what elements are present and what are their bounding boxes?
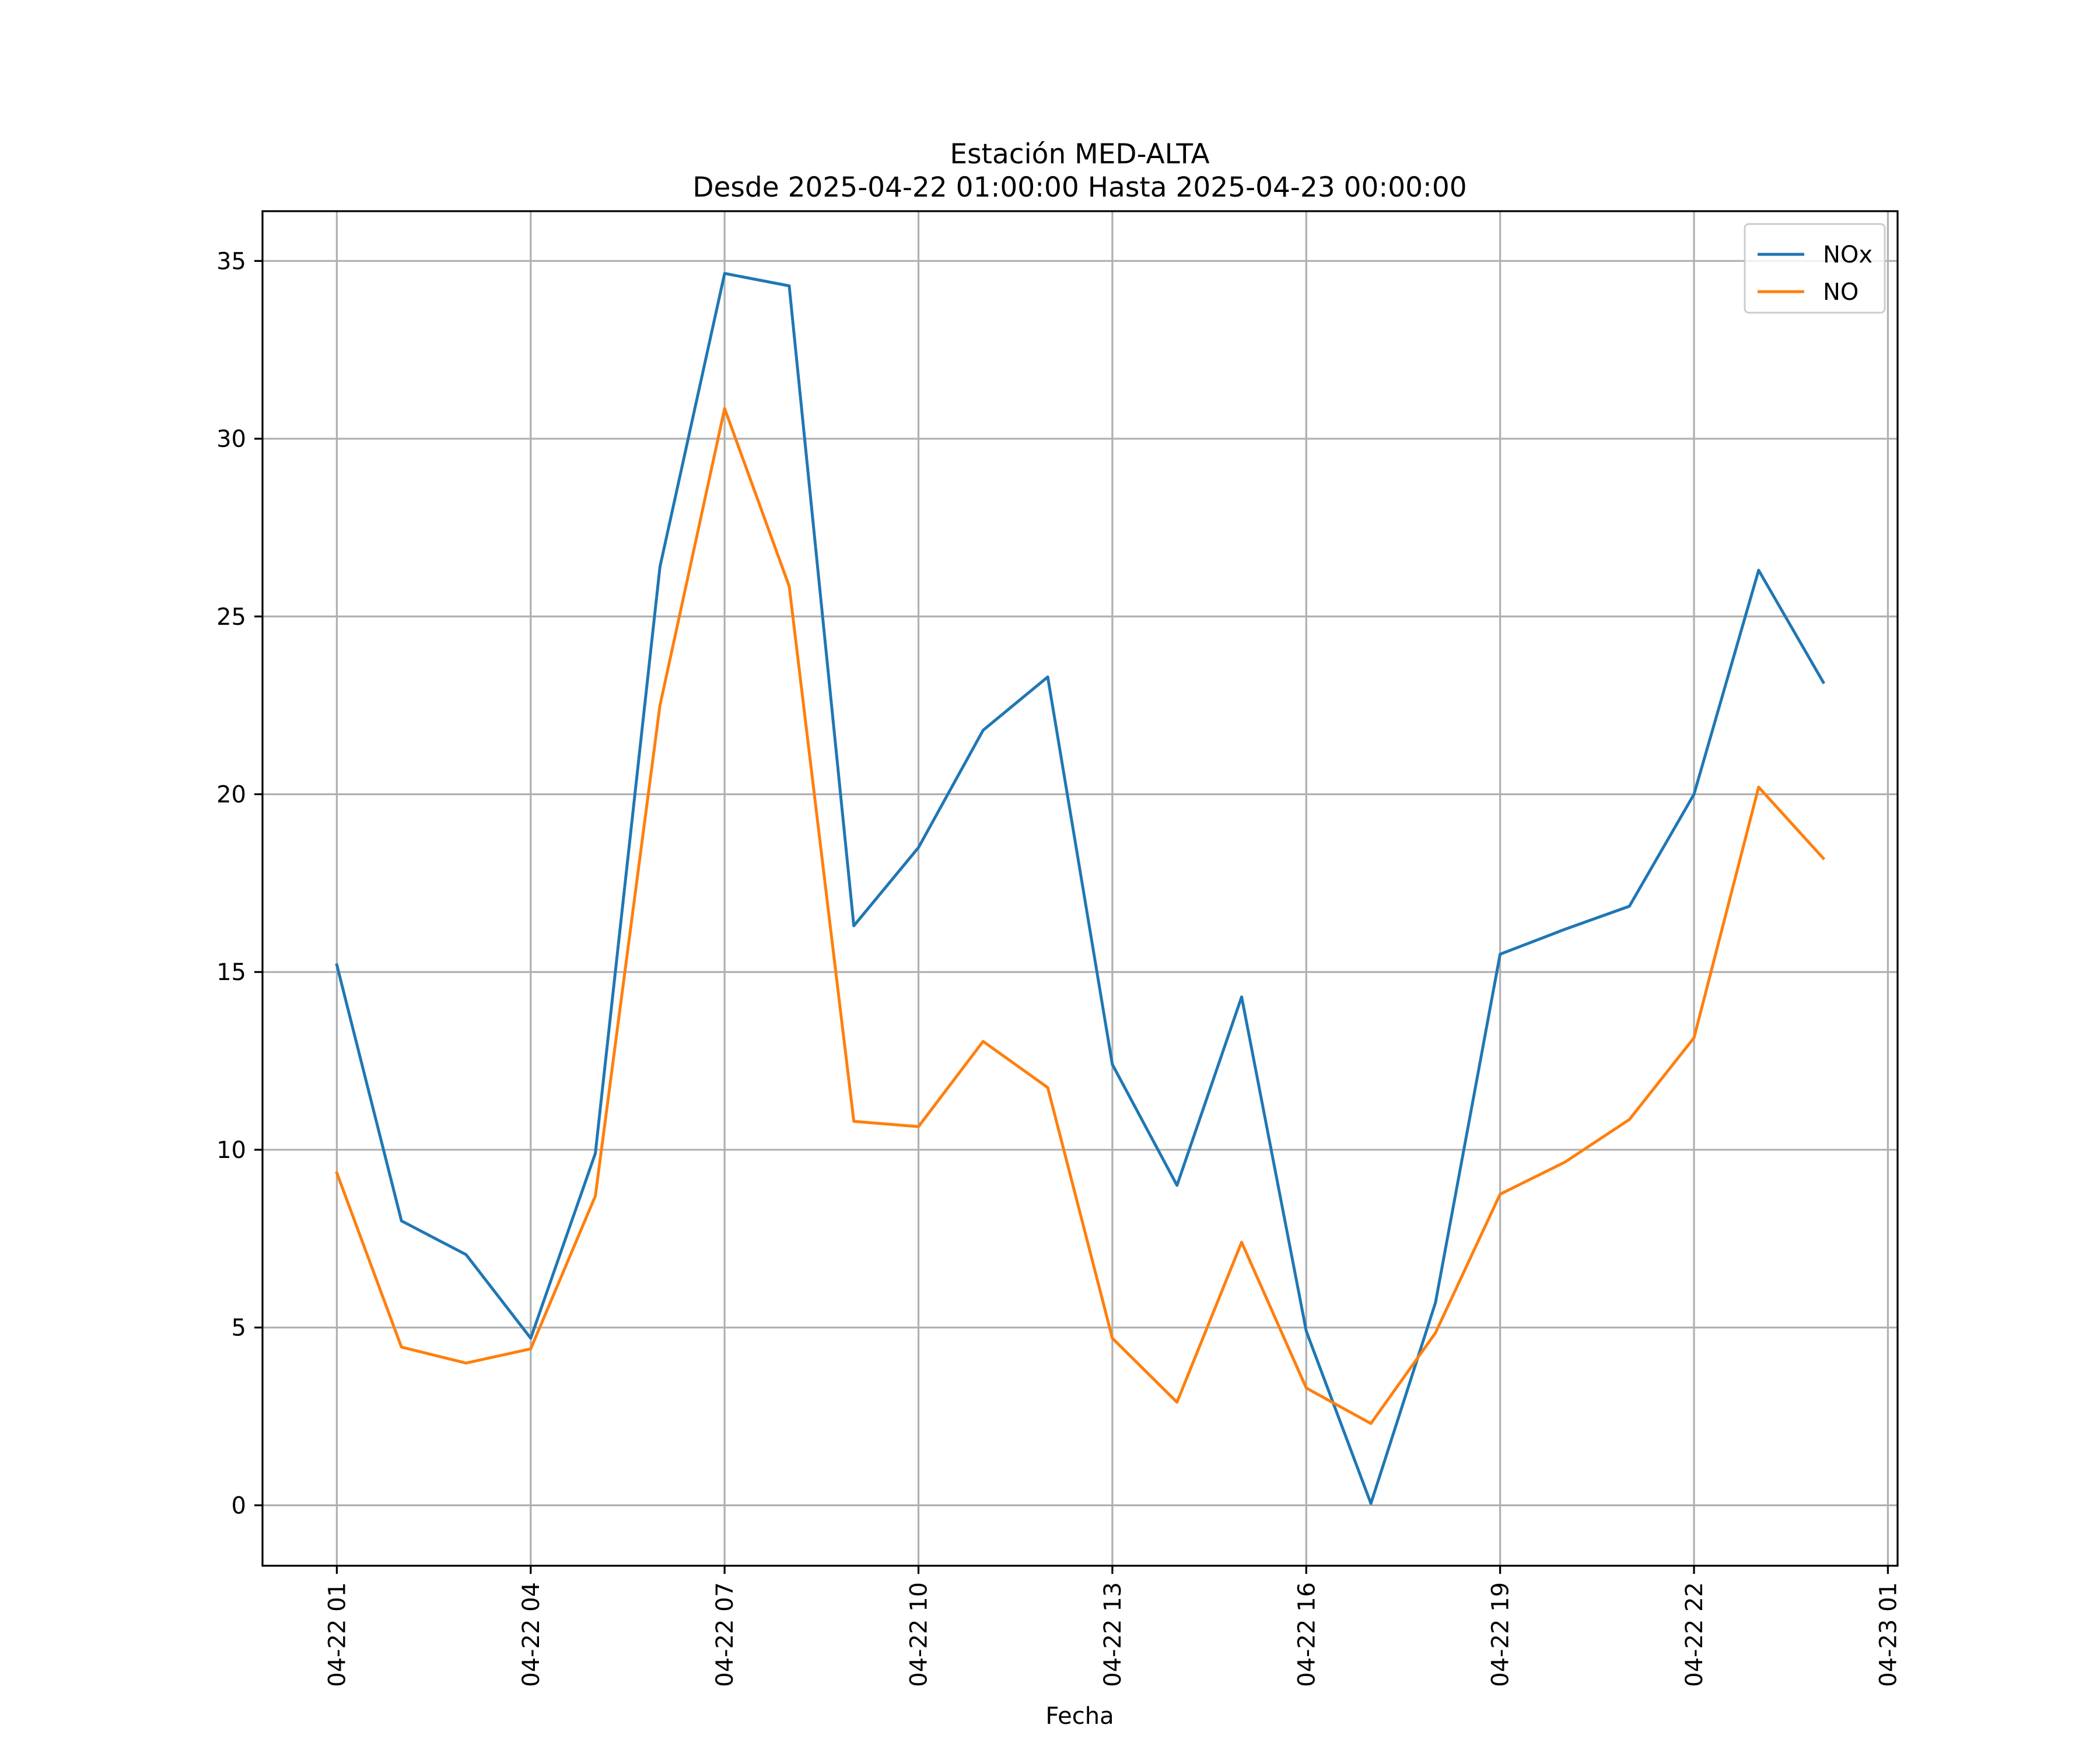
x-tick-label: 04-23 01 (1875, 1582, 1902, 1687)
x-tick-label: 04-22 22 (1681, 1582, 1708, 1687)
legend: NOx NO (1744, 223, 1886, 314)
series-line-nox (335, 272, 1826, 1505)
x-tick-label: 04-22 16 (1293, 1582, 1320, 1687)
chart-title: Estación MED-ALTA (950, 138, 1209, 170)
chart-subtitle: Desde 2025-04-22 01:00:00 Hasta 2025-04-… (692, 172, 1466, 204)
x-tick-label: 04-22 01 (324, 1582, 351, 1687)
grid-lines (262, 211, 1898, 1566)
y-tick-label: 25 (216, 604, 246, 631)
legend-label-nox: NOx (1823, 242, 1873, 268)
y-tick-label: 0 (232, 1492, 246, 1519)
axes: 04-22 01 04-22 04 04-22 07 04-22 10 04-22 13… (216, 210, 1902, 1687)
y-tick-label: 20 (216, 781, 246, 808)
x-axis-label: Fecha (1045, 1703, 1114, 1730)
y-tick-label: 15 (216, 959, 246, 986)
legend-frame (1744, 223, 1886, 314)
y-tick-label: 30 (216, 426, 246, 453)
plot-frame (261, 210, 1899, 1567)
x-tick-label: 04-22 10 (906, 1582, 933, 1687)
plot-lines (335, 272, 1826, 1505)
x-tick-label: 04-22 07 (712, 1582, 738, 1687)
x-tick-label: 04-22 04 (518, 1582, 545, 1687)
x-tick-label: 04-22 13 (1100, 1582, 1126, 1687)
y-tick-label: 10 (216, 1137, 246, 1164)
y-tick-label: 5 (232, 1315, 246, 1342)
y-tick-label: 35 (216, 248, 246, 275)
legend-label-no: NO (1823, 279, 1859, 306)
x-tick-label: 04-22 19 (1488, 1582, 1514, 1687)
series-line-no (335, 407, 1826, 1425)
